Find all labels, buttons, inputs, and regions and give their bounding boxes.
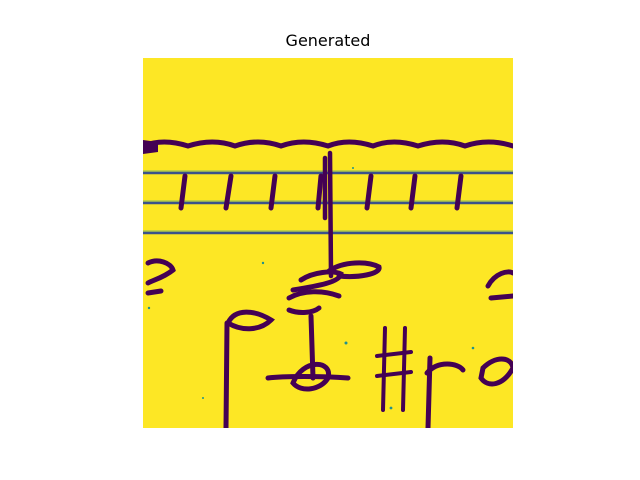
note-dot [235, 317, 241, 323]
figure-title: Generated [0, 31, 640, 50]
border-bump-left [143, 140, 158, 154]
generated-image-panel [143, 58, 513, 428]
generated-sheet-music-image [143, 58, 513, 428]
